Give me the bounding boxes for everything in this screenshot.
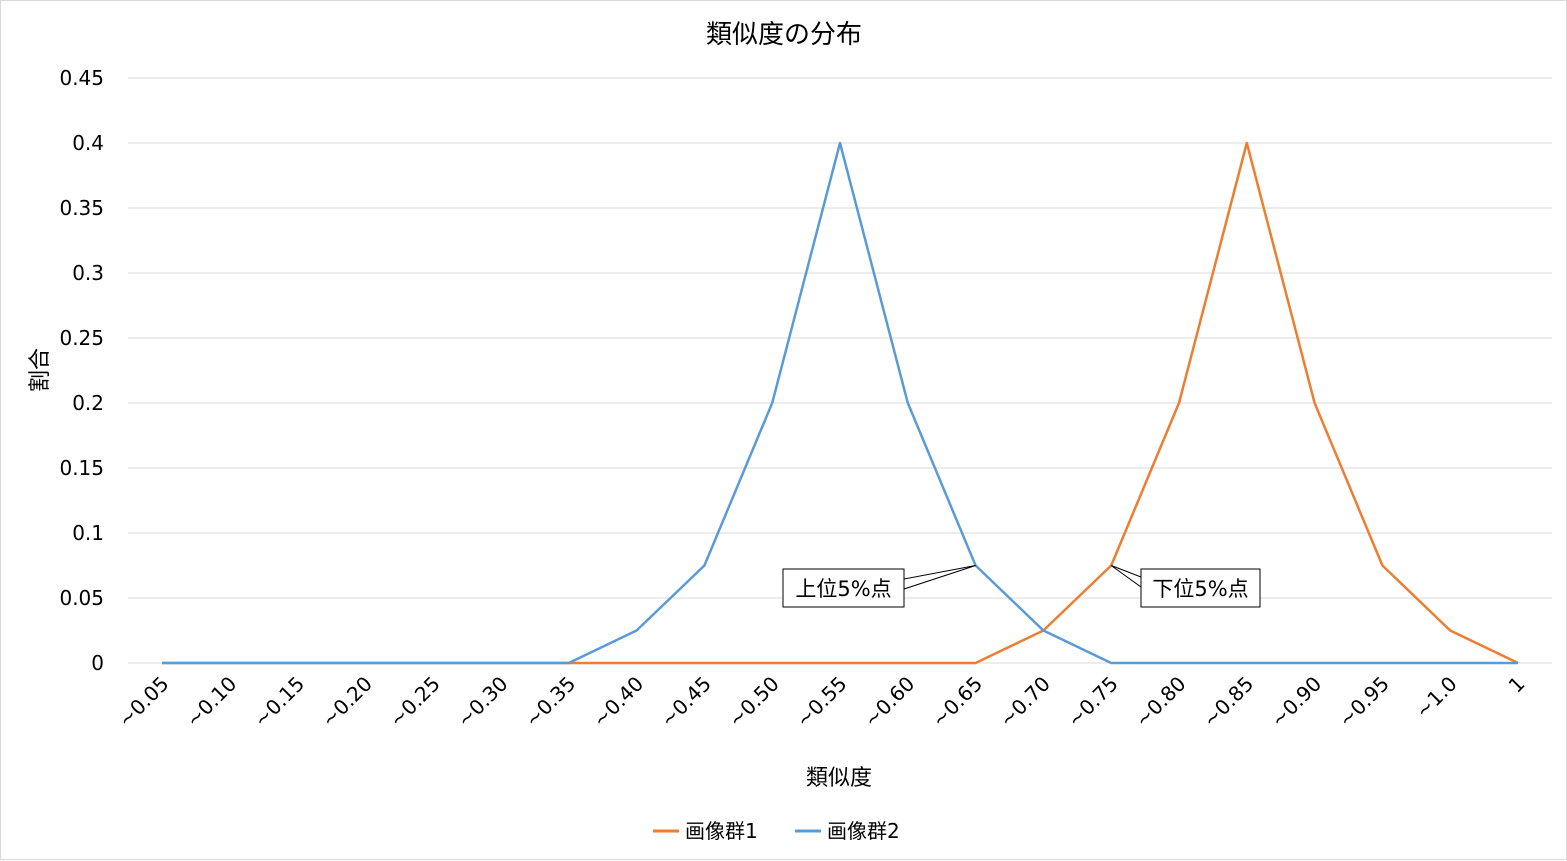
x-tick-label: ~0.50 — [723, 672, 783, 732]
y-tick-label: 0.1 — [72, 521, 104, 545]
legend-label: 画像群2 — [827, 819, 900, 843]
x-tick-label: ~0.15 — [249, 672, 309, 732]
y-tick-label: 0.35 — [59, 196, 104, 220]
y-axis-label: 割合 — [28, 348, 53, 392]
x-tick-label: ~0.45 — [656, 672, 716, 732]
callout-pointer — [1110, 565, 1142, 588]
series-line-2 — [162, 141, 1518, 665]
legend-label: 画像群1 — [685, 819, 758, 843]
y-tick-label: 0.25 — [59, 326, 104, 350]
x-tick-label: ~1.0 — [1410, 672, 1461, 723]
callouts: 上位5%点 下位5%点 — [782, 565, 1261, 608]
series-lines — [162, 141, 1519, 665]
x-tick-label: ~0.30 — [452, 672, 512, 732]
x-axis-label: 類似度 — [806, 766, 872, 791]
callout-pointer — [903, 565, 976, 590]
x-tick-label: ~0.10 — [181, 672, 241, 732]
y-tick-label: 0.4 — [72, 131, 104, 155]
callout-label: 下位5%点 — [1152, 577, 1248, 601]
y-tick-label: 0.2 — [72, 391, 104, 415]
x-tick-label: ~0.35 — [520, 672, 580, 732]
x-tick-label: ~0.05 — [113, 672, 173, 732]
chart-title: 類似度の分布 — [706, 20, 862, 50]
y-tick-label: 0.05 — [59, 586, 104, 610]
x-tick-label: ~0.65 — [927, 672, 987, 732]
y-tick-labels: 0 0.05 0.1 0.15 0.2 0.25 0.3 0.35 0.4 0.45 — [59, 66, 104, 675]
y-tick-label: 0.15 — [59, 456, 104, 480]
x-tick-label: ~0.25 — [384, 672, 444, 732]
x-tick-label: 1 — [1504, 672, 1530, 698]
callout-label: 上位5%点 — [795, 577, 891, 601]
legend: 画像群1 画像群2 — [653, 819, 900, 843]
x-tick-label: ~0.90 — [1266, 672, 1326, 732]
x-tick-labels: ~0.05 ~0.10 ~0.15 ~0.20 ~0.25 ~0.30 ~0.35 ~0.40… — [113, 672, 1529, 732]
callout-box — [782, 568, 905, 608]
x-tick-label: ~0.20 — [317, 672, 377, 732]
x-tick-label: ~0.55 — [791, 672, 851, 732]
y-tick-label: 0.45 — [59, 66, 104, 90]
y-tick-label: 0.3 — [72, 261, 104, 285]
y-tick-label: 0 — [91, 651, 104, 675]
x-tick-label: ~0.80 — [1130, 672, 1190, 732]
x-tick-label: ~0.40 — [588, 672, 648, 732]
x-tick-label: ~0.70 — [995, 672, 1055, 732]
x-tick-label: ~0.85 — [1198, 672, 1258, 732]
x-tick-label: ~0.95 — [1334, 672, 1394, 732]
x-tick-label: ~0.75 — [1062, 672, 1122, 732]
callout-box — [1140, 568, 1261, 608]
x-tick-label: ~0.60 — [859, 672, 919, 732]
